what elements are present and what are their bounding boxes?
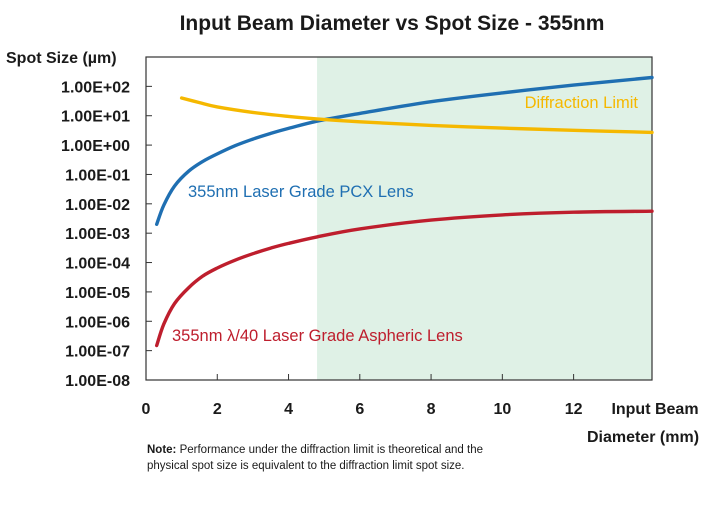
x-tick-label: 12: [565, 401, 583, 418]
x-tick-label: 4: [284, 401, 293, 418]
series-aspheric-lens-line: [155, 209, 654, 348]
series-pcx-lens-line: [155, 75, 654, 226]
footnote-label: Note:: [147, 444, 177, 456]
x-axis-label-line1: Input Beam: [611, 401, 698, 418]
x-tick-label: 6: [355, 401, 364, 418]
x-tick-label: 0: [142, 401, 151, 418]
chart-marks: 1.00E+02 1.00E+01 1.00E+00 1.00E-01 1.00E-02…: [61, 75, 654, 418]
y-tick-label: 1.00E-01: [65, 167, 130, 184]
y-tick-label: 1.00E-03: [65, 226, 130, 243]
y-tick-label: 1.00E-04: [65, 256, 130, 273]
y-tick-label: 1.00E-02: [65, 197, 130, 214]
y-tick-label: 1.00E-05: [65, 285, 130, 302]
y-tick-label: 1.00E-08: [65, 373, 130, 390]
x-tick-label: 2: [213, 401, 222, 418]
chart-title: Input Beam Diameter vs Spot Size - 355nm: [180, 12, 605, 35]
legend-aspheric-lens: 355nm λ/40 Laser Grade Aspheric Lens: [172, 327, 463, 345]
y-tick-label: 1.00E+01: [61, 109, 130, 126]
x-axis-label-line2: Diameter (mm): [587, 429, 699, 446]
y-tick-label: 1.00E+02: [61, 79, 130, 96]
legend-pcx-lens: 355nm Laser Grade PCX Lens: [188, 183, 414, 201]
plot-frame: [145, 56, 653, 381]
y-axis-label: Spot Size (µm): [6, 50, 117, 67]
y-tick-label: 1.00E-06: [65, 314, 130, 331]
footnote-text: Performance under the diffraction limit …: [147, 444, 484, 472]
x-tick-label: 8: [427, 401, 436, 418]
footnote: Note: Performance under the diffraction …: [147, 442, 527, 474]
x-tick-label: 10: [493, 401, 511, 418]
series-diffraction-limit-line: [179, 96, 654, 135]
legend-diffraction-limit: Diffraction Limit: [525, 94, 639, 112]
y-tick-label: 1.00E-07: [65, 344, 130, 361]
y-tick-label: 1.00E+00: [61, 138, 130, 155]
